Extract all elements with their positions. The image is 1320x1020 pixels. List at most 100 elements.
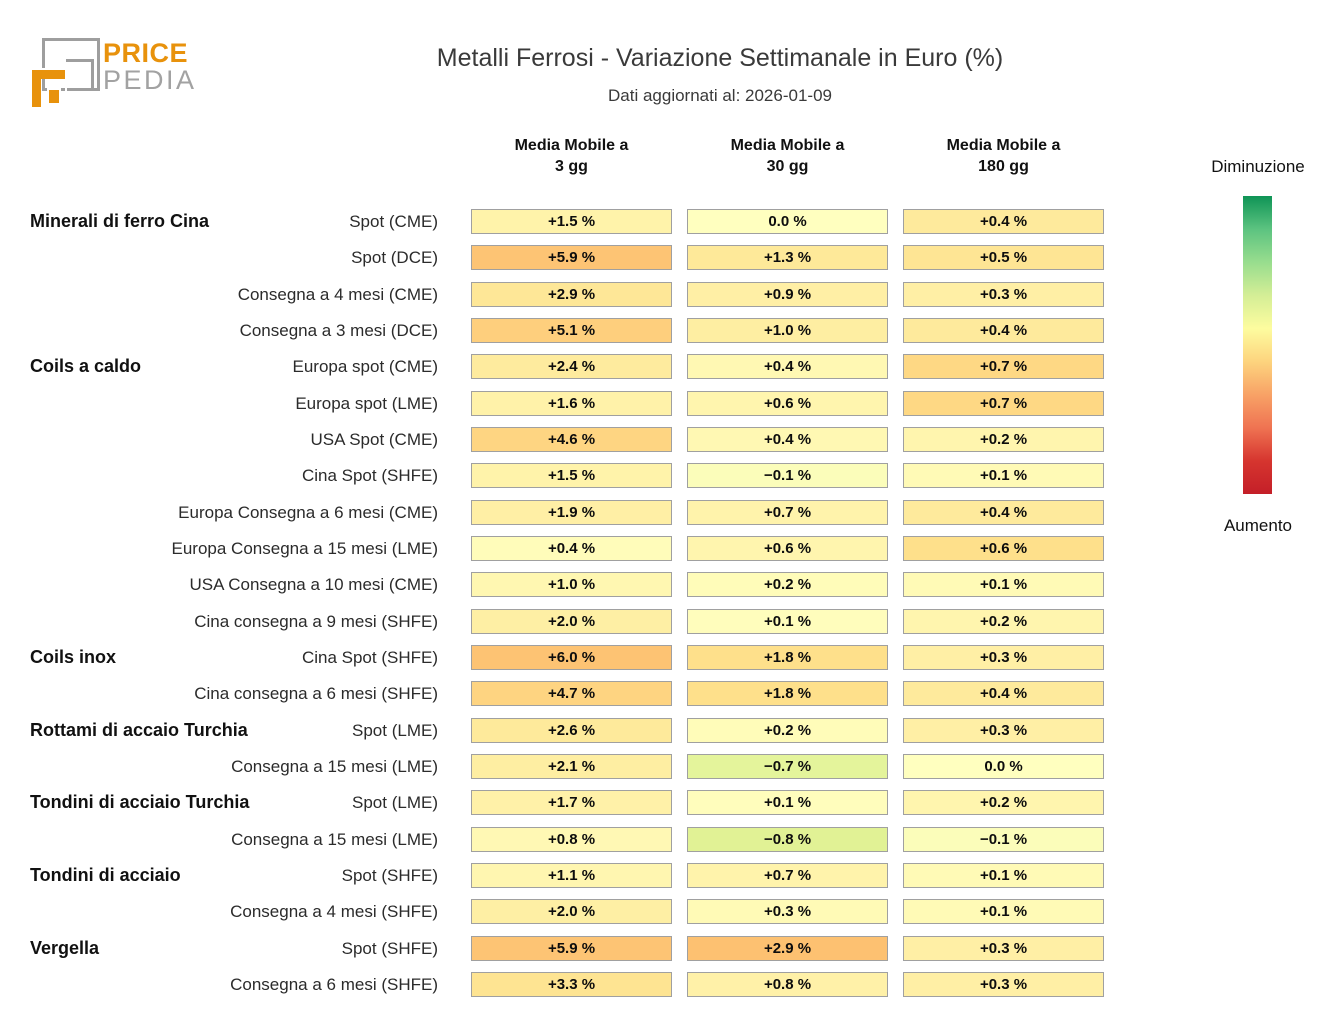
row-label: Consegna a 4 mesi (CME) [237, 284, 438, 304]
heatmap-cell: +0.4 % [903, 499, 1104, 525]
legend-label-increase: Aumento [1223, 516, 1293, 535]
heatmap-cell: −0.1 % [903, 826, 1104, 852]
heatmap-cell: 0.0 % [903, 753, 1104, 779]
category-label: Vergella [30, 937, 100, 958]
row-label: Cina Spot (SHFE) [301, 647, 438, 667]
page-title: Metalli Ferrosi - Variazione Settimanale… [436, 44, 1004, 72]
logo-outer-square [42, 38, 100, 91]
heatmap-cell: −0.8 % [687, 826, 888, 852]
heatmap-cell: +0.7 % [903, 390, 1104, 416]
heatmap-cell: +2.4 % [471, 354, 672, 380]
heatmap-cell: 0.0 % [687, 209, 888, 234]
logo-orange-stub [49, 90, 59, 103]
heatmap-cell: +5.9 % [471, 935, 672, 961]
heatmap-cell: +0.6 % [903, 535, 1104, 561]
heatmap-cell: +2.9 % [687, 935, 888, 961]
heatmap-cell: +0.6 % [687, 535, 888, 561]
heatmap-cell: +0.1 % [903, 572, 1104, 598]
heatmap-cell: +0.3 % [903, 281, 1104, 307]
heatmap-cell: +0.4 % [471, 535, 672, 561]
logo-inner-bracket [66, 59, 94, 88]
row-label: Spot (DCE) [351, 248, 438, 268]
heatmap-cell: +0.7 % [687, 862, 888, 888]
row-label: USA Consegna a 10 mesi (CME) [189, 575, 439, 595]
heatmap-cell: +0.1 % [687, 608, 888, 634]
heatmap-cell: +1.0 % [471, 572, 672, 598]
heatmap-cell: +0.7 % [903, 354, 1104, 380]
category-label: Coils inox [30, 646, 117, 667]
heatmap-cell: +0.3 % [903, 971, 1104, 997]
column-header-180gg: Media Mobile a 180 gg [946, 137, 1061, 175]
row-label: Consegna a 6 mesi (SHFE) [230, 974, 438, 994]
brand-pedia: PEDIA [103, 65, 197, 95]
heatmap-cell: +4.7 % [471, 681, 672, 707]
category-label: Coils a caldo [30, 356, 142, 377]
row-label: Spot (LME) [352, 720, 438, 740]
column-header-3gg: Media Mobile a 3 gg [514, 137, 629, 175]
legend-label-decrease: Diminuzione [1211, 157, 1305, 176]
heatmap-cell: +1.5 % [471, 209, 672, 234]
brand-price: PRICE [103, 38, 189, 68]
heatmap-cell: +0.3 % [903, 935, 1104, 961]
heatmap-cell: +0.6 % [687, 390, 888, 416]
heatmap-cell: +0.4 % [687, 426, 888, 452]
heatmap-cell: +0.3 % [903, 644, 1104, 670]
row-label: Europa spot (LME) [295, 393, 438, 413]
heatmap-cell: +0.4 % [903, 317, 1104, 343]
heatmap-cell: +0.4 % [903, 681, 1104, 707]
heatmap-cell: +0.1 % [903, 899, 1104, 925]
heatmap-cell: +0.2 % [687, 572, 888, 598]
row-label: Spot (SHFE) [341, 938, 438, 958]
heatmap-cell: +1.6 % [471, 390, 672, 416]
heatmap-cell: +0.2 % [687, 717, 888, 743]
row-label: Spot (LME) [352, 793, 438, 813]
heatmap-cell: +1.5 % [471, 463, 672, 489]
heatmap-cell: +2.0 % [471, 899, 672, 925]
row-label: Spot (SHFE) [341, 865, 438, 885]
row-label: Consegna a 4 mesi (SHFE) [230, 902, 438, 922]
pricepedia-logo-icon [32, 36, 104, 107]
heatmap-cell: +0.8 % [471, 826, 672, 852]
heatmap-cell: −0.7 % [687, 753, 888, 779]
heatmap-cell: +0.9 % [687, 281, 888, 307]
row-label: Consegna a 3 mesi (DCE) [239, 320, 438, 340]
heatmap-cell: +2.0 % [471, 608, 672, 634]
row-label: Cina consegna a 6 mesi (SHFE) [194, 684, 438, 704]
heatmap-cell: +6.0 % [471, 644, 672, 670]
row-label: Spot (CME) [349, 212, 438, 231]
heatmap-cell: +0.7 % [687, 499, 888, 525]
row-label: Europa Consegna a 6 mesi (CME) [178, 502, 438, 522]
heatmap-cell: +2.6 % [471, 717, 672, 743]
heatmap-cell: +1.9 % [471, 499, 672, 525]
category-label: Tondini di acciaio [30, 864, 181, 885]
category-label: Tondini di acciaio Turchia [30, 792, 250, 813]
heatmap-cell: +0.1 % [903, 862, 1104, 888]
heatmap-cell: +5.9 % [471, 245, 672, 271]
heatmap-cell: +0.2 % [903, 608, 1104, 634]
heatmap-cell: −0.1 % [687, 463, 888, 489]
heatmap-cell: +0.4 % [687, 354, 888, 380]
heatmap-cell: +0.4 % [903, 209, 1104, 234]
column-header-30gg: Media Mobile a 30 gg [730, 137, 845, 175]
category-label: Minerali di ferro Cina [30, 211, 210, 231]
heatmap-cell: +0.3 % [903, 717, 1104, 743]
heatmap-cell: +0.1 % [687, 790, 888, 816]
row-label: Cina Spot (SHFE) [301, 466, 438, 486]
heatmap-cell: +1.1 % [471, 862, 672, 888]
heatmap-cell: +3.3 % [471, 971, 672, 997]
category-label: Rottami di accaio Turchia [30, 719, 248, 740]
row-label: Cina consegna a 9 mesi (SHFE) [194, 611, 438, 631]
heatmap-cell: +0.2 % [903, 790, 1104, 816]
legend-colorbar [1243, 196, 1272, 494]
row-label: Europa Consegna a 15 mesi (LME) [171, 538, 438, 558]
heatmap-cell: +1.0 % [687, 317, 888, 343]
heatmap-cell: +0.2 % [903, 426, 1104, 452]
heatmap-cell: +5.1 % [471, 317, 672, 343]
row-label: Consegna a 15 mesi (LME) [231, 829, 438, 849]
heatmap-cell: +0.5 % [903, 245, 1104, 271]
row-label: USA Spot (CME) [310, 429, 438, 449]
heatmap-cell: +0.3 % [687, 899, 888, 925]
heatmap-cell: +2.9 % [471, 281, 672, 307]
heatmap-cell: +4.6 % [471, 426, 672, 452]
